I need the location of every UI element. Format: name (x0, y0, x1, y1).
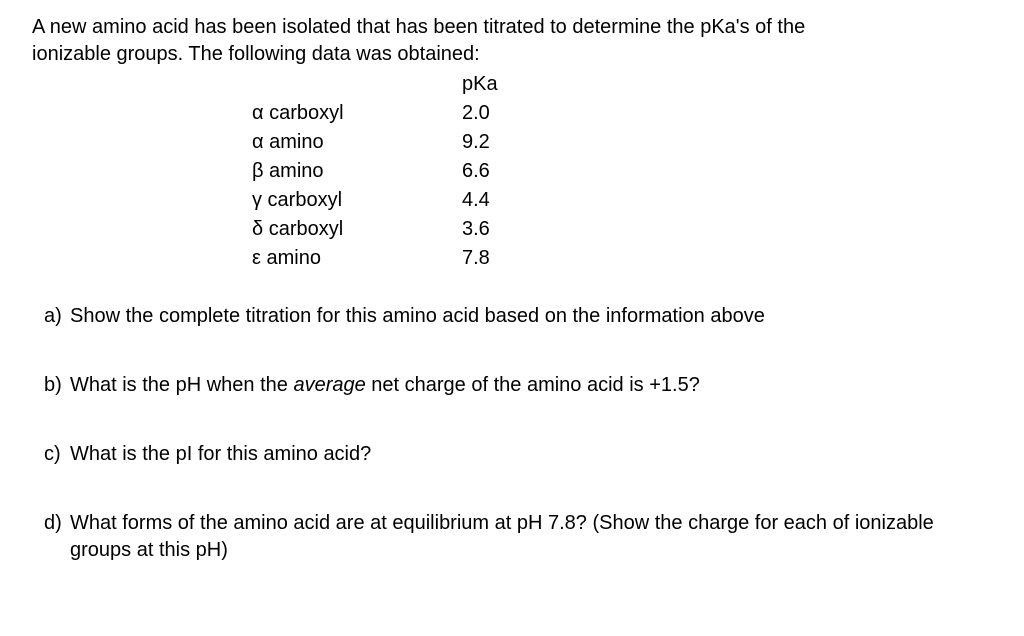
row-label: β amino (252, 157, 462, 186)
question-d: d)What forms of the amino acid are at eq… (32, 510, 992, 564)
row-label: γ carboxyl (252, 186, 462, 215)
question-text: Show the complete titration for this ami… (70, 305, 765, 327)
table-row: δ carboxyl 3.6 (252, 215, 542, 244)
question-letter: d) (44, 510, 70, 537)
question-letter: a) (44, 303, 70, 330)
row-label: δ carboxyl (252, 215, 462, 244)
row-label: α carboxyl (252, 99, 462, 128)
table-header-pka: pKa (462, 70, 542, 99)
pka-table: pKa α carboxyl 2.0 α amino 9.2 β amino 6… (252, 70, 542, 273)
row-label: ε amino (252, 244, 462, 273)
intro-line-2: ionizable groups. The following data was… (32, 43, 480, 65)
table-row: α amino 9.2 (252, 128, 542, 157)
pka-table-container: pKa α carboxyl 2.0 α amino 9.2 β amino 6… (252, 70, 992, 273)
question-text-after: net charge of the amino acid is +1.5? (366, 374, 700, 396)
intro-text: A new amino acid has been isolated that … (32, 14, 992, 68)
row-value: 6.6 (462, 157, 542, 186)
table-row: ε amino 7.8 (252, 244, 542, 273)
table-row: β amino 6.6 (252, 157, 542, 186)
row-value: 2.0 (462, 99, 542, 128)
question-a: a)Show the complete titration for this a… (32, 303, 992, 330)
table-row: α carboxyl 2.0 (252, 99, 542, 128)
table-row: γ carboxyl 4.4 (252, 186, 542, 215)
row-value: 7.8 (462, 244, 542, 273)
question-text-before: What is the pH when the (70, 374, 293, 396)
table-header-row: pKa (252, 70, 542, 99)
question-b: b)What is the pH when the average net ch… (32, 372, 992, 399)
row-value: 9.2 (462, 128, 542, 157)
question-text-italic: average (293, 374, 365, 396)
row-label: α amino (252, 128, 462, 157)
question-text: What forms of the amino acid are at equi… (70, 512, 934, 561)
question-letter: b) (44, 372, 70, 399)
table-header-empty (252, 70, 462, 99)
question-text: What is the pI for this amino acid? (70, 443, 371, 465)
question-letter: c) (44, 441, 70, 468)
question-c: c)What is the pI for this amino acid? (32, 441, 992, 468)
intro-line-1: A new amino acid has been isolated that … (32, 16, 805, 38)
row-value: 4.4 (462, 186, 542, 215)
row-value: 3.6 (462, 215, 542, 244)
